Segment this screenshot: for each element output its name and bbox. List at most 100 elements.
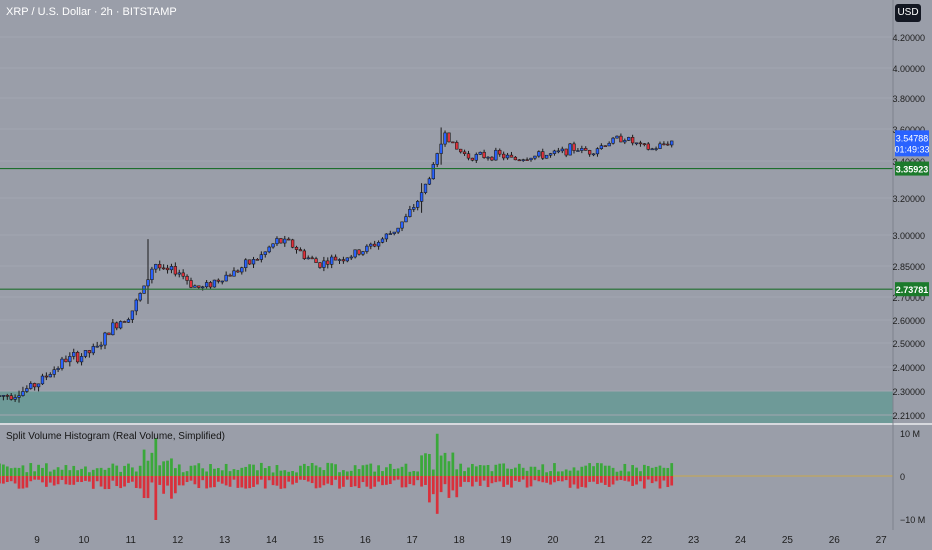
volume-bar-down xyxy=(459,476,463,487)
candle-body xyxy=(189,280,193,288)
volume-bar-up xyxy=(408,471,412,476)
volume-bar-up xyxy=(510,468,513,476)
volume-bar-up xyxy=(494,464,498,476)
candle-body xyxy=(197,285,201,288)
volume-bar-up xyxy=(252,464,255,476)
volume-bar-down xyxy=(60,476,64,480)
time-tick-label: 13 xyxy=(219,535,231,546)
volume-bar-up xyxy=(134,471,138,476)
time-tick-label: 11 xyxy=(126,535,137,546)
volume-bar-down xyxy=(334,476,337,480)
volume-bar-down xyxy=(259,476,263,480)
volume-bar-up xyxy=(424,453,427,476)
volume-bar-down xyxy=(521,476,525,480)
price-axis[interactable]: 4.200004.000003.800003.600003.400003.200… xyxy=(892,33,929,421)
volume-bar-up xyxy=(209,464,212,476)
volume-bar-down xyxy=(623,476,627,481)
volume-bar-up xyxy=(193,465,197,476)
candle-body xyxy=(161,267,166,270)
candle-body xyxy=(267,246,271,253)
candle-body xyxy=(48,374,52,378)
volume-bar-down xyxy=(162,476,165,494)
volume-bar-down xyxy=(572,476,576,485)
candle-body xyxy=(99,344,103,347)
volume-bar-down xyxy=(517,476,521,482)
volume-bar-up xyxy=(474,466,478,476)
candle-body xyxy=(419,192,424,202)
volume-bar-down xyxy=(17,476,21,489)
candle-body xyxy=(318,262,322,268)
volume-bar-up xyxy=(658,465,662,476)
candle-body xyxy=(224,274,228,282)
chart-title[interactable]: XRP / U.S. Dollar · 2h · BITSTAMP xyxy=(6,6,177,18)
volume-bar-up xyxy=(338,472,341,476)
candle-body xyxy=(435,153,439,165)
candle-body xyxy=(630,137,635,144)
volume-bar-up xyxy=(263,468,267,476)
candle-body xyxy=(572,143,576,151)
volume-bar-up xyxy=(224,463,228,476)
candle-body xyxy=(439,143,443,154)
volume-bar-down xyxy=(166,476,169,486)
volume-bar-down xyxy=(95,476,99,482)
volume-bar-down xyxy=(232,476,236,480)
candle-body xyxy=(443,132,447,145)
price-tick-label: 2.70000 xyxy=(892,293,925,303)
volume-bar-up xyxy=(486,464,490,476)
candle-body xyxy=(501,153,506,159)
volume-bar-up xyxy=(361,465,365,476)
volume-bar-down xyxy=(158,476,162,485)
volume-bar-up xyxy=(388,463,392,476)
candle-body xyxy=(91,346,95,354)
candle-body xyxy=(185,275,189,281)
candle-body xyxy=(17,395,21,398)
volume-bar-up xyxy=(127,463,130,476)
volume-bar-down xyxy=(576,476,580,489)
candle-body xyxy=(416,201,420,208)
indicator-title[interactable]: Split Volume Histogram (Real Volume, Sim… xyxy=(6,431,225,442)
volume-bar-up xyxy=(295,472,298,476)
volume-bar-up xyxy=(220,470,224,476)
time-axis[interactable]: 9 10 11 12 13 14 15 16 17 18 19 20 21 22 23 24 25 26 27 xyxy=(34,535,887,546)
volume-bar-up xyxy=(181,472,185,476)
candles xyxy=(0,127,674,403)
volume-bar-down xyxy=(99,476,103,487)
volume-bar-down xyxy=(670,476,674,486)
volume-bar-up xyxy=(130,467,134,476)
candle-body xyxy=(75,352,80,363)
volume-bar-down xyxy=(619,476,623,481)
volume-bar-up xyxy=(650,467,654,476)
volume-bar-down xyxy=(658,476,662,489)
candle-body xyxy=(591,153,596,156)
volume-bar-up xyxy=(463,471,466,476)
volume-bar-down xyxy=(463,476,466,482)
volume-bar-up xyxy=(107,467,111,476)
candle-body xyxy=(0,395,2,397)
candle-body xyxy=(208,282,213,288)
currency-button[interactable]: USD xyxy=(895,4,921,22)
volume-axis[interactable]: 10 M 0 −10 M xyxy=(900,429,925,525)
volume-bar-down xyxy=(134,476,138,488)
volume-bar-up xyxy=(205,471,208,476)
volume-bar-up xyxy=(291,470,294,476)
volume-bar-down xyxy=(650,476,654,484)
candle-body xyxy=(619,135,623,143)
candle-body xyxy=(330,256,334,265)
candle-body xyxy=(326,260,330,265)
volume-bar-down xyxy=(447,476,451,498)
price-tick-label: 3.60000 xyxy=(892,125,925,135)
volume-bar-up xyxy=(619,470,623,476)
price-tick-label: 4.20000 xyxy=(892,33,925,43)
volume-bar-down xyxy=(553,476,556,483)
volume-bar-up xyxy=(646,466,650,476)
price-tick-label: 2.40000 xyxy=(892,363,925,373)
candle-body xyxy=(365,245,369,252)
volume-bar-down xyxy=(662,476,666,481)
volume-bar-down xyxy=(369,476,373,489)
volume-bar-down xyxy=(244,476,248,489)
volume-bar-up xyxy=(314,465,318,476)
volume-bar-down xyxy=(205,476,208,489)
candle-body xyxy=(216,279,221,282)
candle-body xyxy=(666,143,670,146)
